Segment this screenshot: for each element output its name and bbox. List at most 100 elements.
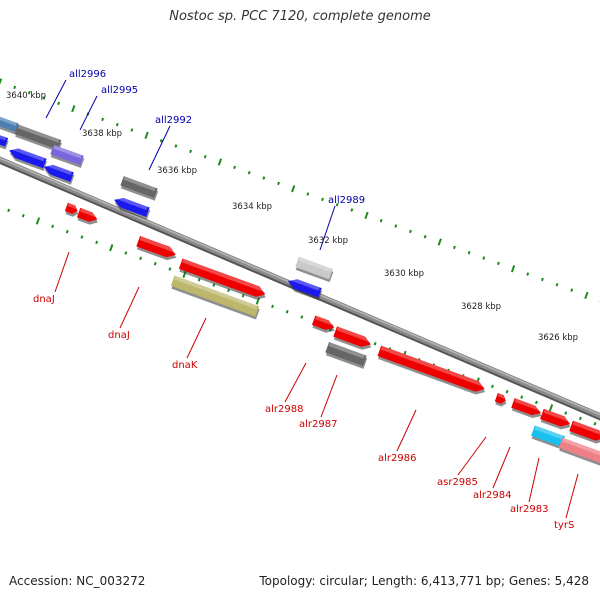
leader-line — [79, 95, 98, 131]
lower-tick — [593, 421, 597, 426]
gene-feature — [136, 235, 177, 261]
leader-line — [319, 205, 336, 251]
gene-label-reverse: dnaJ — [33, 294, 55, 305]
upper-tick — [437, 238, 442, 246]
lower-tick — [505, 389, 509, 394]
lower-tick — [490, 384, 494, 389]
gene-feature — [120, 176, 159, 201]
gene-label-reverse: alr2987 — [299, 419, 337, 430]
upper-tick — [101, 117, 105, 122]
lower-tick — [153, 261, 157, 266]
gene-feature — [43, 162, 75, 185]
gene-feature — [569, 420, 600, 444]
upper-tick — [57, 101, 61, 106]
upper-tick — [71, 105, 76, 113]
gene-feature — [295, 256, 334, 283]
upper-tick — [13, 85, 17, 90]
leader-line — [528, 457, 540, 503]
gene-feature — [325, 341, 368, 369]
gene-features — [0, 113, 600, 470]
lower-tick — [21, 213, 25, 218]
gene-label-forward: all2995 — [101, 85, 138, 96]
gene-feature — [531, 425, 566, 450]
upper-tick — [115, 122, 119, 127]
upper-tick — [159, 138, 163, 143]
upper-tick — [335, 202, 339, 207]
lower-tick — [520, 395, 524, 399]
leader-line — [396, 409, 417, 452]
upper-tick — [27, 90, 31, 95]
gene-label-reverse: dnaK — [172, 360, 198, 371]
gene-feature — [511, 398, 542, 418]
upper-tick — [247, 170, 251, 175]
upper-tick — [540, 277, 544, 282]
kbp-label: 3634 kbp — [232, 202, 272, 212]
gene-label-reverse: alr2988 — [265, 404, 303, 415]
upper-tick — [321, 197, 324, 202]
gene-labels: 3640 kbp 3638 kbp 3636 kbp 3634 kbp 3632 kbp… — [6, 69, 579, 531]
lower-tick — [35, 217, 41, 225]
gene-label-forward: all2992 — [155, 115, 192, 126]
upper-tick — [452, 245, 456, 250]
upper-tick — [277, 181, 280, 186]
lower-tick — [168, 267, 172, 271]
upper-tick — [570, 288, 574, 292]
leader-line — [492, 446, 511, 489]
lower-tick — [109, 244, 114, 252]
upper-tick — [467, 250, 471, 255]
leader-line — [320, 374, 338, 418]
gene-feature — [76, 207, 98, 225]
gene-label-reverse: alr2986 — [378, 453, 416, 464]
upper-tick — [144, 131, 149, 139]
leader-line — [186, 317, 207, 359]
upper-tick — [526, 272, 530, 276]
gene-feature — [0, 113, 20, 135]
lower-tick — [578, 416, 582, 421]
genome-summary: Topology: circular; Length: 6,413,771 bp… — [259, 574, 589, 588]
leader-line — [457, 436, 487, 476]
leader-line — [45, 79, 67, 119]
upper-tick — [203, 154, 207, 159]
upper-tick — [584, 291, 589, 300]
lower-tick — [548, 404, 554, 412]
upper-tick — [174, 144, 178, 148]
map-title: Nostoc sp. PCC 7120, complete genome — [169, 9, 431, 24]
accession-label: Accession: NC_003272 — [9, 574, 146, 588]
upper-tick — [130, 128, 134, 132]
leader-line — [119, 286, 140, 329]
upper-tick — [291, 185, 296, 193]
upper-tick — [0, 78, 3, 85]
gene-feature — [9, 146, 48, 172]
leader-line — [148, 125, 171, 171]
upper-tick — [217, 158, 223, 166]
upper-tick — [496, 261, 500, 266]
gene-feature — [494, 393, 507, 407]
gene-feature — [311, 315, 335, 333]
lower-tick — [7, 208, 11, 213]
lower-tick — [271, 304, 274, 309]
lower-tick — [80, 235, 84, 239]
leader-line — [565, 473, 579, 519]
lower-tick — [95, 240, 99, 245]
upper-tick — [350, 208, 354, 212]
upper-tick — [262, 176, 266, 180]
lower-tick — [373, 341, 377, 346]
upper-tick — [394, 224, 398, 228]
lower-tick — [285, 309, 289, 314]
gene-label-reverse: alr2983 — [510, 504, 548, 515]
upper-tick — [42, 96, 46, 100]
gene-feature — [14, 124, 62, 153]
gene-feature — [50, 144, 85, 169]
upper-tick — [555, 282, 559, 287]
lower-tick — [65, 229, 69, 234]
gene-label-reverse: dnaJ — [108, 330, 130, 341]
upper-tick — [233, 165, 237, 170]
lower-tick — [139, 256, 143, 261]
gene-feature — [540, 408, 571, 430]
kbp-label: 3630 kbp — [384, 269, 424, 279]
upper-tick — [482, 256, 486, 260]
kbp-label: 3640 kbp — [6, 91, 46, 101]
kbp-label: 3626 kbp — [538, 333, 578, 343]
